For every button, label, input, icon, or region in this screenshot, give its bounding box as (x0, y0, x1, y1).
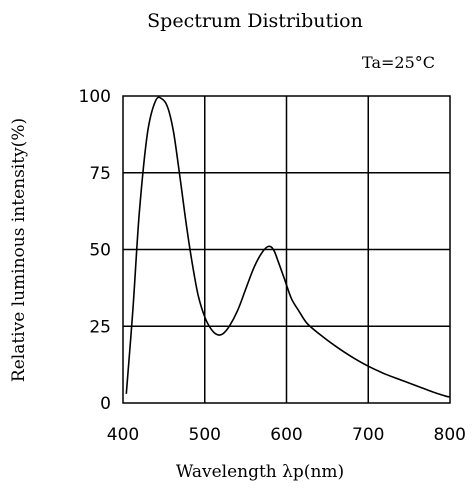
x-tick-label: 700 (352, 425, 384, 445)
y-tick-label: 0 (100, 394, 111, 414)
y-axis-label: Relative luminous intensity(%) (9, 118, 29, 382)
y-tick-label: 100 (79, 87, 111, 107)
temperature-note: Ta=25°C (362, 53, 435, 72)
y-tick-label: 25 (89, 317, 111, 337)
x-tick-label: 400 (107, 425, 139, 445)
x-axis-label: Wavelength λp(nm) (176, 462, 344, 482)
y-tick-label: 50 (89, 241, 111, 261)
tick-labels: 400 500 600 700 800 0 25 50 75 100 (79, 87, 466, 445)
y-tick-label: 75 (89, 164, 111, 184)
x-tick-label: 500 (189, 425, 221, 445)
plot-frame (122, 95, 451, 404)
grid (123, 96, 450, 403)
chart-title: Spectrum Distribution (147, 10, 363, 32)
x-tick-label: 800 (434, 425, 466, 445)
spectrum-curve (125, 96, 451, 398)
x-tick-label: 600 (270, 425, 302, 445)
